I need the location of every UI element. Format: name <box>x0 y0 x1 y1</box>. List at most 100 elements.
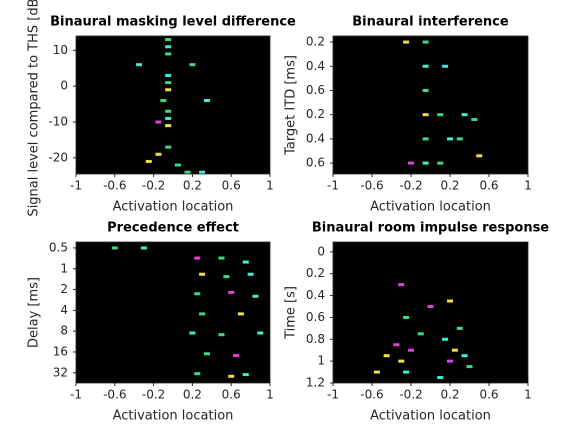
activation <box>199 170 206 174</box>
x-tick-label: -0.2 <box>399 388 422 402</box>
y-tick-label: 2 <box>60 282 68 296</box>
activation <box>417 332 424 336</box>
y-tick-label: 32 <box>53 365 68 379</box>
activation <box>165 124 172 128</box>
activation <box>165 45 172 49</box>
y-tick-label: 0.4 <box>306 131 325 145</box>
activation <box>223 275 230 279</box>
subplot-title: Binaural interference <box>352 15 509 30</box>
activation <box>408 161 414 165</box>
activation <box>165 116 172 120</box>
x-tick-label: 0.6 <box>479 179 498 193</box>
activation <box>165 145 172 149</box>
x-tick-label: -1 <box>70 179 82 193</box>
x-axis-label: Activation location <box>370 200 491 215</box>
x-tick-label: 0.2 <box>183 388 202 402</box>
y-tick-label: 0.4 <box>306 288 325 302</box>
activation <box>199 312 206 316</box>
activation <box>218 256 225 260</box>
activation <box>228 290 235 294</box>
x-tick-label: 1 <box>524 179 532 193</box>
x-tick-label: -0.6 <box>360 179 383 193</box>
y-tick-label: 0.6 <box>306 83 325 97</box>
activation <box>203 99 210 103</box>
x-tick-label: -0.2 <box>399 179 422 193</box>
activation <box>456 137 463 141</box>
y-tick-label: 16 <box>53 344 68 358</box>
plot-area <box>76 242 270 383</box>
activation <box>422 88 429 92</box>
subplot-title: Binaural room impulse response <box>312 221 549 236</box>
x-tick-label: -0.6 <box>103 179 126 193</box>
y-tick-label: 1 <box>317 354 325 368</box>
y-tick-label: 0.2 <box>306 107 325 121</box>
activation <box>427 304 434 308</box>
activation <box>466 365 473 369</box>
activation <box>165 81 172 85</box>
activation <box>403 315 410 319</box>
activation <box>403 40 410 44</box>
activation <box>136 63 143 67</box>
axes-frame <box>332 35 529 175</box>
y-tick-label: 1.2 <box>306 376 325 390</box>
activation <box>199 272 206 276</box>
x-axis-label: Activation location <box>113 409 234 424</box>
activation <box>437 161 444 165</box>
x-tick-label: 0.6 <box>479 388 498 402</box>
activation <box>437 113 444 117</box>
activation <box>403 370 410 374</box>
activation <box>257 331 264 335</box>
y-tick-label: 1 <box>60 261 68 275</box>
activation <box>456 326 463 330</box>
y-tick-label: 0.4 <box>306 59 325 73</box>
y-tick-label: 0 <box>60 79 68 93</box>
x-tick-label: -1 <box>327 388 339 402</box>
activation <box>237 312 244 316</box>
y-tick-label: 0 <box>317 244 325 258</box>
activation <box>247 272 254 276</box>
plot-area <box>76 36 270 174</box>
activation <box>165 52 172 56</box>
activation <box>447 359 453 363</box>
activation <box>174 163 181 167</box>
activation <box>471 118 478 122</box>
activation <box>155 152 162 156</box>
activation <box>203 352 210 356</box>
x-tick-label: -0.2 <box>142 388 165 402</box>
plot-area <box>333 242 528 383</box>
activation <box>461 113 468 117</box>
y-tick-label: 10 <box>53 43 68 57</box>
activation <box>165 38 172 42</box>
activation <box>189 331 196 335</box>
x-axis-label: Activation location <box>113 200 234 215</box>
activation <box>398 359 405 363</box>
activation <box>476 154 483 158</box>
activation <box>447 137 453 141</box>
y-tick-label: 0.2 <box>306 35 325 49</box>
activation <box>242 373 249 377</box>
activation <box>242 260 249 264</box>
activation <box>228 374 235 378</box>
activation <box>194 256 201 260</box>
x-tick-label: 0.2 <box>440 388 459 402</box>
y-tick-label: 0.2 <box>306 266 325 280</box>
activation <box>447 299 453 303</box>
activation <box>194 372 201 376</box>
activation <box>422 161 429 165</box>
activation <box>437 376 444 380</box>
x-tick-label: 1 <box>266 179 274 193</box>
activation <box>165 109 172 113</box>
x-tick-label: -0.6 <box>360 388 383 402</box>
y-axis-label: Target ITD [ms] <box>284 55 299 156</box>
axes-frame <box>332 241 529 384</box>
x-tick-label: -1 <box>327 179 339 193</box>
activation <box>422 40 429 44</box>
y-tick-label: -20 <box>48 150 68 164</box>
activation <box>160 99 167 103</box>
subplot-title: Binaural masking level difference <box>50 15 296 30</box>
y-tick-label: 0.5 <box>49 240 68 254</box>
x-tick-label: -1 <box>70 388 82 402</box>
activation <box>233 354 240 358</box>
axes-frame <box>75 35 271 175</box>
